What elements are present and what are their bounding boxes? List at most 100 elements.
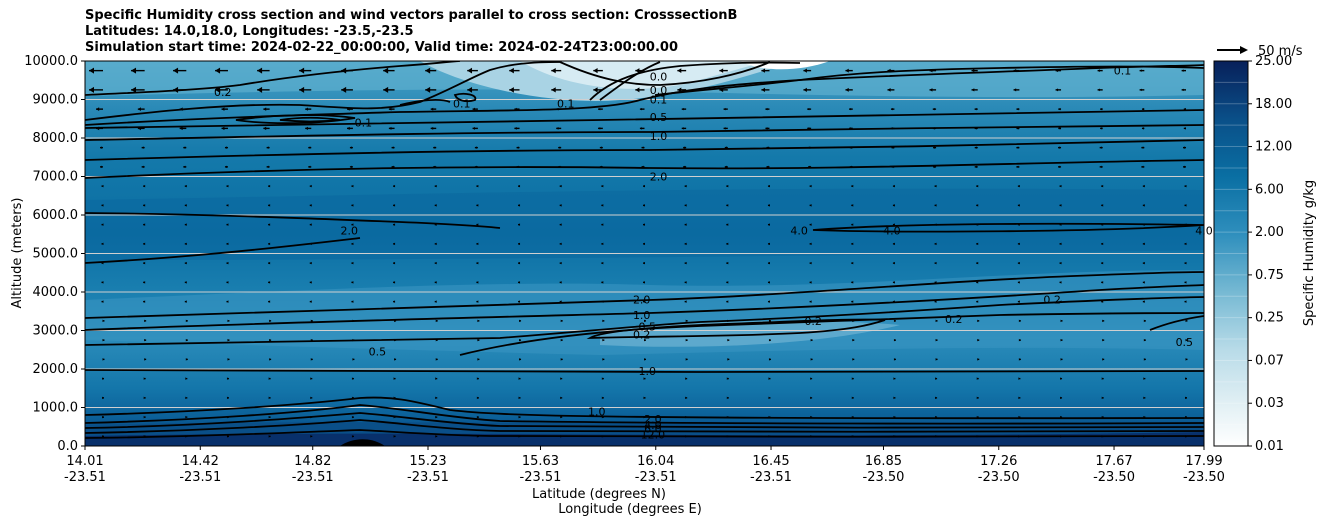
colorbar-tick-label: 25.00 bbox=[1255, 54, 1292, 69]
y-axis: 0.0 1000.0 2000.0 3000.0 4000.0 5000.0 6000.0 7… bbox=[24, 54, 85, 454]
wind-vector-head bbox=[723, 107, 726, 111]
wind-vector-head bbox=[643, 281, 645, 284]
wind-vector-head bbox=[935, 435, 938, 438]
wind-vector-head bbox=[476, 435, 479, 438]
wind-vector-head bbox=[269, 319, 272, 323]
contour-label: 0.2 bbox=[633, 328, 651, 341]
wind-vector-head bbox=[1101, 415, 1104, 419]
wind-vector-head bbox=[767, 223, 770, 226]
wind-vector-head bbox=[1102, 319, 1105, 323]
wind-vector-head bbox=[976, 415, 979, 419]
wind-vector-head bbox=[309, 242, 312, 246]
wind-vector-head bbox=[226, 396, 229, 400]
wind-vector-head bbox=[96, 126, 100, 131]
wind-vector-head bbox=[893, 396, 896, 400]
wind-vector-head bbox=[477, 338, 480, 342]
wind-vector-head bbox=[976, 261, 979, 265]
wind-vector-head bbox=[1060, 338, 1063, 342]
wind-vector-head bbox=[851, 415, 854, 419]
wind-vector-head bbox=[1100, 107, 1103, 111]
wind-vector-head bbox=[467, 67, 473, 74]
wind-vector-head bbox=[1143, 358, 1146, 361]
wind-vector-head bbox=[974, 127, 977, 130]
wind-vector-head bbox=[935, 415, 938, 419]
colorbar bbox=[1214, 61, 1248, 446]
wind-vector-head bbox=[1183, 165, 1185, 169]
x-tick-label-lon: -23.51 bbox=[64, 470, 106, 485]
x-axis-label-longitude: Longitude (degrees E) bbox=[558, 502, 702, 517]
wind-vector-head bbox=[226, 300, 229, 303]
wind-vector-head bbox=[268, 223, 271, 226]
quiver-key-arrowhead-icon bbox=[1240, 46, 1248, 54]
wind-vector-head bbox=[809, 184, 812, 188]
wind-vector-head bbox=[559, 184, 562, 188]
wind-vector-head bbox=[1016, 107, 1019, 111]
wind-vector-head bbox=[810, 377, 813, 380]
x-tick-label-lat: 15.23 bbox=[409, 454, 446, 469]
wind-vector-head bbox=[935, 358, 938, 361]
wind-vector-head bbox=[685, 377, 688, 380]
wind-vector-head bbox=[1183, 107, 1186, 111]
wind-vector-head bbox=[393, 261, 396, 265]
wind-vector-head bbox=[1013, 69, 1017, 73]
wind-vector-head bbox=[268, 377, 271, 380]
wind-vector-head bbox=[144, 338, 147, 342]
wind-vector-head bbox=[683, 146, 686, 149]
wind-vector-head bbox=[1185, 358, 1188, 361]
wind-vector-head bbox=[519, 358, 522, 361]
wind-vector-head bbox=[131, 67, 137, 74]
wind-vector-head bbox=[891, 165, 894, 169]
wind-vector-head bbox=[976, 242, 979, 246]
y-tick-label: 6000.0 bbox=[33, 208, 79, 223]
wind-vector-head bbox=[183, 165, 186, 169]
x-tick-label-lon: -23.51 bbox=[520, 470, 562, 485]
wind-vector-head bbox=[477, 319, 480, 323]
wind-vector-head bbox=[766, 146, 769, 149]
wind-vector-head bbox=[143, 261, 146, 265]
grid-lines bbox=[85, 99, 1204, 408]
wind-vector-head bbox=[1181, 88, 1184, 92]
wind-vector-head bbox=[643, 377, 646, 380]
wind-vector-head bbox=[102, 396, 104, 400]
wind-vector-head bbox=[394, 358, 397, 361]
x-tick-label-lon: -23.51 bbox=[292, 470, 334, 485]
wind-vector-head bbox=[892, 261, 895, 265]
wind-vector-head bbox=[352, 338, 355, 342]
wind-vector-head bbox=[1060, 435, 1063, 438]
wind-vector-head bbox=[935, 319, 938, 323]
wind-vector-head bbox=[768, 396, 771, 400]
wind-vector-head bbox=[179, 126, 183, 131]
contour-label: 0.0 bbox=[650, 70, 668, 83]
wind-vector-head bbox=[974, 165, 977, 169]
wind-vector-head bbox=[976, 435, 979, 438]
wind-vector-head bbox=[310, 319, 313, 323]
wind-vector-head bbox=[599, 146, 602, 149]
wind-vector-head bbox=[310, 435, 313, 438]
wind-vector-head bbox=[383, 86, 389, 93]
wind-vector-head bbox=[383, 67, 389, 74]
wind-vector-head bbox=[1139, 88, 1142, 92]
wind-vector-head bbox=[224, 165, 227, 169]
colorbar-label: Specific Humidity g/kg bbox=[1302, 180, 1317, 326]
wind-vector-head bbox=[476, 415, 479, 419]
wind-vector-head bbox=[761, 68, 766, 73]
chart-title-line-3: Simulation start time: 2024-02-22_00:00:… bbox=[85, 40, 678, 55]
wind-vector-head bbox=[851, 435, 854, 438]
wind-vector-head bbox=[351, 184, 354, 188]
wind-vector-head bbox=[767, 261, 770, 265]
wind-vector-head bbox=[560, 415, 563, 419]
wind-vector-head bbox=[341, 86, 347, 93]
wind-vector-head bbox=[685, 319, 688, 323]
wind-vector-head bbox=[226, 223, 229, 226]
wind-vector-head bbox=[893, 377, 896, 380]
wind-vector-head bbox=[1101, 223, 1104, 226]
wind-vector-head bbox=[887, 87, 891, 92]
wind-vector-head bbox=[143, 300, 146, 303]
contour-label: 0.5 bbox=[369, 346, 387, 359]
wind-vector-head bbox=[434, 184, 437, 188]
wind-vector-head bbox=[467, 86, 473, 93]
wind-vector-head bbox=[934, 204, 937, 207]
wind-vector-head bbox=[977, 358, 980, 361]
wind-vector-head bbox=[601, 281, 604, 284]
colorbar-tick-label: 0.01 bbox=[1255, 439, 1284, 454]
